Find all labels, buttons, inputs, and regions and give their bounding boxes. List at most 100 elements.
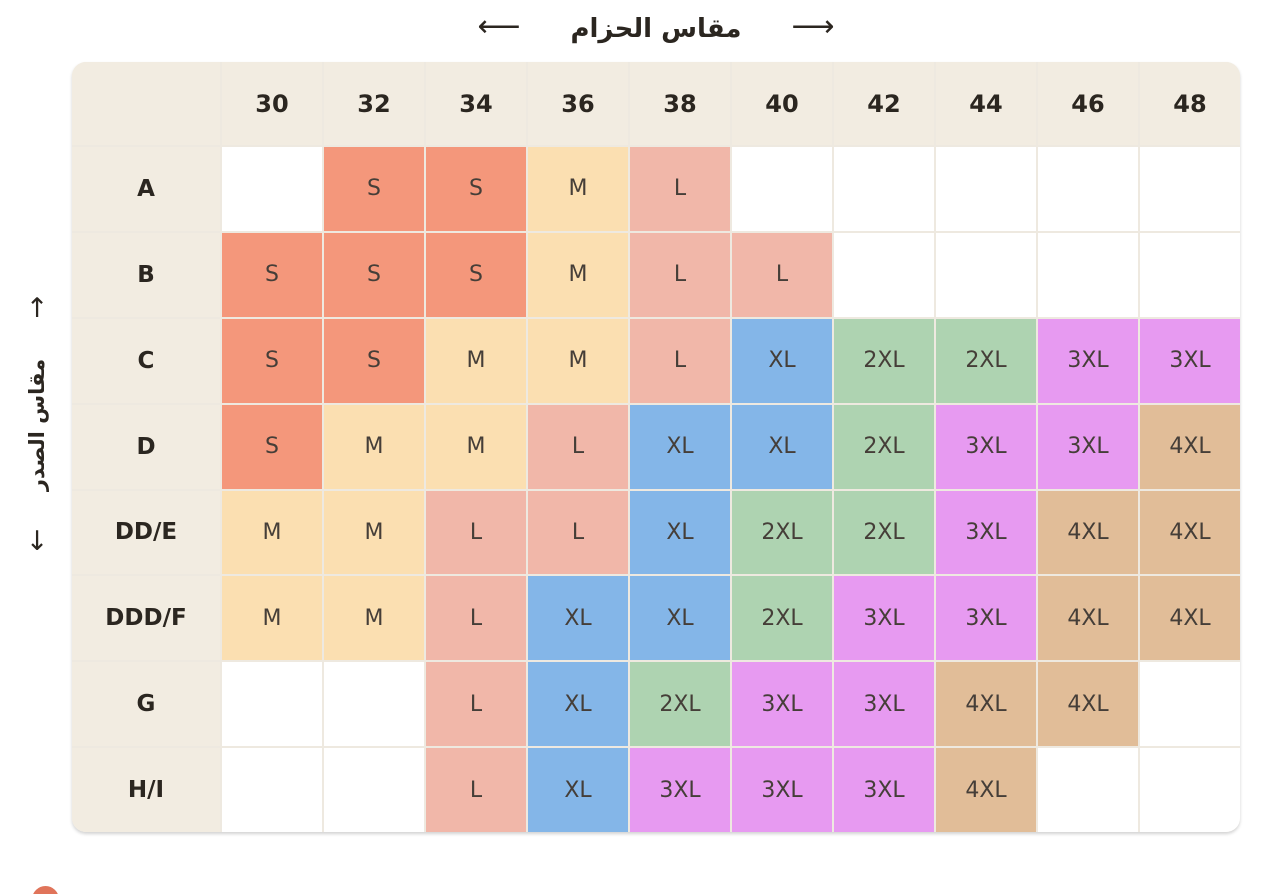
size-cell: 4XL	[936, 748, 1036, 832]
column-header: 40	[732, 62, 832, 145]
size-cell: 3XL	[834, 576, 934, 661]
size-cell: 2XL	[630, 662, 730, 747]
size-cell: M	[222, 490, 322, 575]
column-header: 46	[1038, 62, 1138, 145]
corner-cell	[72, 62, 220, 145]
size-cell: L	[426, 748, 526, 832]
size-chart-grid: 30 32 34 36 38 40 42 44 46 48 A S S M L B S S S M L L C S S M M L XL…	[72, 62, 1240, 832]
size-cell: M	[324, 404, 424, 489]
empty-cell	[1140, 147, 1240, 231]
size-cell: XL	[528, 662, 628, 747]
size-cell: XL	[528, 576, 628, 661]
size-cell: XL	[732, 318, 832, 403]
column-header: 44	[936, 62, 1036, 145]
size-cell: XL	[528, 748, 628, 832]
size-cell: 3XL	[1038, 404, 1138, 489]
size-cell: 2XL	[834, 490, 934, 575]
size-cell: 4XL	[1140, 576, 1240, 661]
row-header: A	[72, 147, 220, 231]
size-cell: 3XL	[834, 662, 934, 747]
size-cell: L	[630, 147, 730, 231]
size-cell: 4XL	[1038, 576, 1138, 661]
size-cell: S	[324, 147, 424, 231]
empty-cell	[222, 748, 322, 832]
size-cell: L	[426, 662, 526, 747]
size-cell: 2XL	[732, 490, 832, 575]
size-cell: M	[528, 232, 628, 317]
size-cell: 3XL	[936, 490, 1036, 575]
row-header: B	[72, 232, 220, 317]
column-header: 30	[222, 62, 322, 145]
empty-cell	[324, 748, 424, 832]
row-header: DDD/F	[72, 576, 220, 661]
size-cell: 3XL	[1140, 318, 1240, 403]
size-cell: L	[732, 232, 832, 317]
size-cell: 3XL	[630, 748, 730, 832]
empty-cell	[222, 147, 322, 231]
size-cell: XL	[630, 490, 730, 575]
size-cell: L	[630, 232, 730, 317]
size-cell: 3XL	[936, 576, 1036, 661]
column-header: 42	[834, 62, 934, 145]
size-cell: XL	[630, 404, 730, 489]
size-cell: S	[426, 232, 526, 317]
empty-cell	[936, 232, 1036, 317]
size-cell: 3XL	[732, 748, 832, 832]
size-cell: S	[426, 147, 526, 231]
empty-cell	[1140, 748, 1240, 832]
arrow-right-icon: ⟶	[791, 9, 835, 44]
size-cell: 3XL	[1038, 318, 1138, 403]
size-cell: L	[528, 404, 628, 489]
size-cell: S	[324, 318, 424, 403]
size-cell: 3XL	[834, 748, 934, 832]
size-cell: 2XL	[936, 318, 1036, 403]
size-cell: 2XL	[732, 576, 832, 661]
size-cell: M	[528, 318, 628, 403]
bust-size-axis-label: مقاس الصدر	[25, 358, 50, 492]
band-size-axis: ⟵ مقاس الحزام ⟶	[72, 9, 1240, 45]
size-cell: 2XL	[834, 318, 934, 403]
empty-cell	[1038, 748, 1138, 832]
size-cell: M	[426, 404, 526, 489]
size-cell: M	[324, 576, 424, 661]
arrow-down-icon: ↓	[25, 526, 49, 557]
size-cell: S	[324, 232, 424, 317]
size-cell: 3XL	[732, 662, 832, 747]
size-cell: 2XL	[834, 404, 934, 489]
size-cell: L	[630, 318, 730, 403]
empty-cell	[1038, 147, 1138, 231]
size-cell: 4XL	[1140, 490, 1240, 575]
empty-cell	[834, 147, 934, 231]
row-header: C	[72, 318, 220, 403]
bullet-icon	[32, 886, 59, 894]
size-cell: M	[426, 318, 526, 403]
row-header: H/I	[72, 748, 220, 832]
empty-cell	[936, 147, 1036, 231]
size-cell: L	[426, 490, 526, 575]
empty-cell	[222, 662, 322, 747]
empty-cell	[834, 232, 934, 317]
size-cell: M	[222, 576, 322, 661]
size-cell: L	[426, 576, 526, 661]
column-header: 38	[630, 62, 730, 145]
empty-cell	[1140, 232, 1240, 317]
size-chart-table: 30 32 34 36 38 40 42 44 46 48 A S S M L B S S S M L L C S S M M L XL…	[72, 62, 1240, 832]
arrow-up-icon: ↑	[25, 293, 49, 324]
empty-cell	[324, 662, 424, 747]
size-cell: XL	[630, 576, 730, 661]
size-cell: 4XL	[1038, 490, 1138, 575]
column-header: 32	[324, 62, 424, 145]
size-cell: L	[528, 490, 628, 575]
empty-cell	[1038, 232, 1138, 317]
empty-cell	[1140, 662, 1240, 747]
size-cell: S	[222, 318, 322, 403]
size-cell: S	[222, 232, 322, 317]
column-header: 48	[1140, 62, 1240, 145]
size-cell: 4XL	[936, 662, 1036, 747]
size-cell: XL	[732, 404, 832, 489]
column-header: 36	[528, 62, 628, 145]
size-cell: M	[324, 490, 424, 575]
size-cell: 4XL	[1140, 404, 1240, 489]
row-header: DD/E	[72, 490, 220, 575]
size-cell: M	[528, 147, 628, 231]
